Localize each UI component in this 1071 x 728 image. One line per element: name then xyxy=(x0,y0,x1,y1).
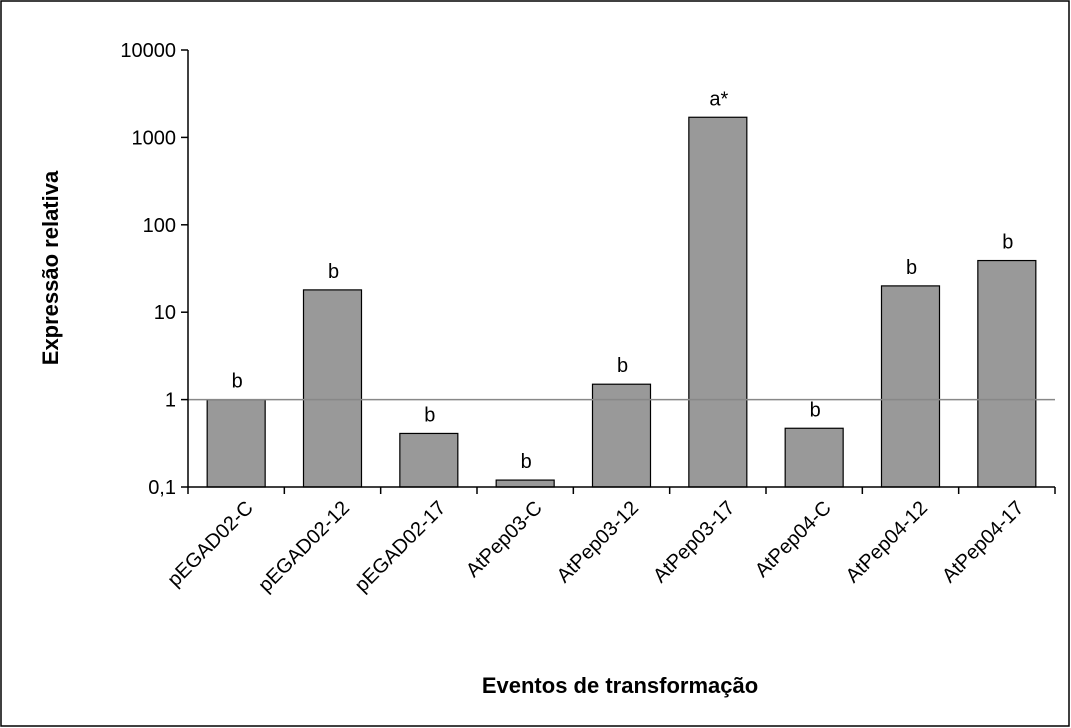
bar xyxy=(302,289,363,488)
bar-annotation: b xyxy=(232,371,243,393)
bar xyxy=(784,427,844,488)
y-tick-label: 10 xyxy=(154,302,176,324)
y-tick-label: 0,1 xyxy=(148,477,176,499)
bar-annotation: b xyxy=(617,355,628,377)
y-tick-label: 10000 xyxy=(120,40,176,62)
y-axis-label: Expressão relativa xyxy=(38,170,63,365)
bar xyxy=(977,259,1037,488)
bar-annotation: a* xyxy=(709,88,728,110)
bar-annotation: b xyxy=(1002,232,1013,254)
bar-annotation: b xyxy=(424,404,435,426)
bar xyxy=(206,399,266,488)
bar-annotation: b xyxy=(328,261,339,283)
x-axis-label: Eventos de transformação xyxy=(482,673,758,698)
y-tick-label: 100 xyxy=(143,215,176,237)
bar xyxy=(495,479,555,488)
bar xyxy=(688,116,748,488)
bar xyxy=(591,383,652,488)
bar-annotation: b xyxy=(521,451,532,473)
bar-annotation: b xyxy=(906,257,917,279)
y-tick-label: 1000 xyxy=(132,127,177,149)
bar-annotation: b xyxy=(810,399,821,421)
bar xyxy=(880,285,941,488)
bar xyxy=(399,432,459,488)
y-tick-label: 1 xyxy=(165,390,176,412)
